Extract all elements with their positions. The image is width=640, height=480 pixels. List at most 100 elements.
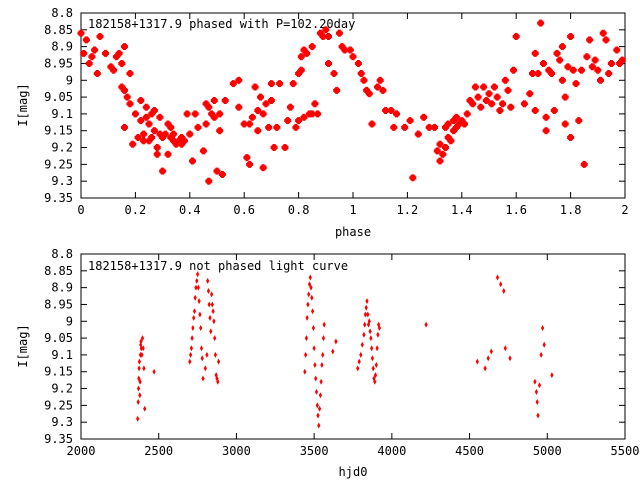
- data-point: [199, 325, 203, 331]
- data-point: [556, 56, 564, 64]
- data-point: [455, 120, 463, 128]
- data-point: [370, 355, 374, 362]
- data-point: [320, 362, 324, 368]
- data-point: [597, 76, 604, 84]
- data-point: [558, 76, 566, 84]
- data-point: [376, 76, 384, 84]
- y-tick-label: 9.3: [51, 174, 73, 188]
- data-point: [490, 83, 498, 91]
- x-tick-label: 1.8: [560, 203, 582, 217]
- data-point: [493, 93, 501, 101]
- data-point: [377, 325, 381, 331]
- data-point: [235, 103, 243, 111]
- data-point: [217, 358, 221, 365]
- data-point: [315, 402, 319, 409]
- y-tick-label: 9: [66, 314, 73, 328]
- data-point: [251, 83, 259, 91]
- unphased-x-axis-title: hjd0: [339, 465, 368, 479]
- data-point: [539, 351, 543, 358]
- data-point: [545, 66, 553, 74]
- data-point: [107, 63, 115, 71]
- data-point: [308, 274, 312, 281]
- data-point: [267, 80, 275, 88]
- data-point: [542, 113, 550, 121]
- data-point: [318, 405, 322, 412]
- data-point: [243, 154, 251, 162]
- data-point: [548, 70, 556, 77]
- data-point: [304, 351, 308, 358]
- data-point: [561, 93, 569, 101]
- x-tick-label: 2500: [144, 444, 173, 458]
- data-point: [126, 100, 134, 108]
- y-tick-label: 9.1: [51, 348, 73, 362]
- data-point: [131, 110, 139, 118]
- data-point: [489, 348, 493, 355]
- data-point: [139, 338, 143, 345]
- data-point: [246, 160, 254, 168]
- data-point: [178, 140, 186, 148]
- data-point: [136, 399, 140, 405]
- data-point: [210, 113, 218, 121]
- data-point: [121, 123, 128, 131]
- data-point: [136, 415, 140, 422]
- x-tick-label: 0.4: [179, 203, 201, 217]
- data-point: [442, 144, 449, 151]
- data-point: [414, 130, 422, 138]
- y-tick-label: 9.2: [51, 382, 73, 396]
- data-point: [503, 345, 507, 352]
- data-point: [82, 36, 90, 44]
- data-point: [195, 277, 199, 284]
- data-point: [148, 134, 156, 141]
- data-point: [140, 137, 148, 145]
- data-point: [541, 325, 545, 331]
- data-point: [501, 76, 509, 84]
- data-point: [141, 345, 145, 352]
- data-point: [346, 46, 354, 54]
- y-tick-label: 9.35: [44, 432, 73, 446]
- data-point: [599, 29, 607, 37]
- data-point: [276, 80, 284, 88]
- data-point: [209, 328, 213, 335]
- data-point: [304, 335, 308, 342]
- data-point: [542, 127, 550, 135]
- data-point: [110, 66, 118, 74]
- data-point: [206, 277, 210, 284]
- data-point: [365, 298, 369, 305]
- data-point: [123, 93, 131, 101]
- data-point: [196, 284, 200, 291]
- data-point: [254, 127, 262, 135]
- data-point: [533, 378, 537, 385]
- x-tick-label: 5000: [533, 444, 562, 458]
- data-point: [178, 134, 186, 141]
- y-tick-label: 9.15: [44, 365, 73, 379]
- data-point: [201, 375, 205, 382]
- data-point: [357, 70, 365, 77]
- data-point: [363, 321, 367, 328]
- data-point: [363, 86, 371, 94]
- data-point: [325, 33, 332, 40]
- data-point: [257, 93, 264, 101]
- data-point: [433, 147, 441, 155]
- data-point: [335, 29, 343, 37]
- data-point: [362, 331, 366, 338]
- data-point: [583, 53, 591, 61]
- data-point: [156, 130, 164, 138]
- y-tick-label: 8.95: [44, 297, 73, 311]
- data-point: [450, 127, 458, 135]
- data-point: [452, 113, 460, 121]
- data-point: [137, 97, 145, 104]
- y-tick-label: 8.8: [51, 6, 73, 20]
- data-point: [572, 80, 580, 88]
- data-point: [190, 335, 194, 342]
- data-point: [401, 123, 409, 131]
- y-tick-label: 9.25: [44, 157, 73, 171]
- data-point: [534, 70, 542, 77]
- data-point: [306, 301, 310, 308]
- data-point: [138, 392, 142, 399]
- data-point: [366, 311, 370, 318]
- data-point: [161, 130, 169, 138]
- data-point: [368, 328, 372, 335]
- data-point: [150, 107, 158, 114]
- data-point: [553, 49, 561, 57]
- data-point: [246, 120, 254, 128]
